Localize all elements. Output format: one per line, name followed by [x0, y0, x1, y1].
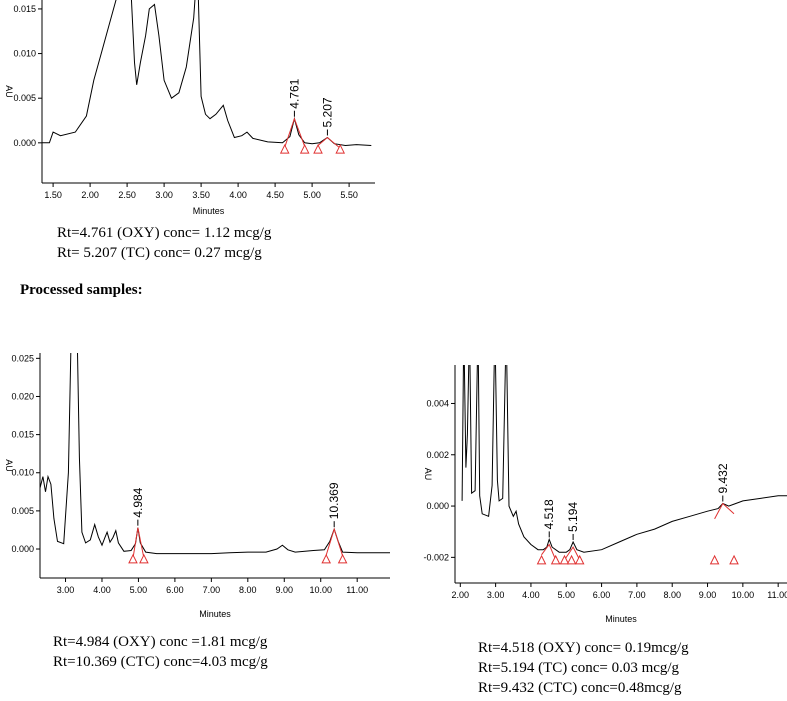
x-tick-label: 3.00 [487, 590, 505, 600]
peak-marker-triangle [709, 554, 720, 565]
x-tick-label: 2.00 [81, 190, 99, 200]
caption-line: Rt=5.194 (TC) conc= 0.03 mcg/g [478, 660, 680, 676]
peak-label: 4.518 [542, 499, 556, 529]
y-tick-label: 0.010 [13, 49, 36, 59]
y-tick-label: 0.020 [11, 391, 34, 401]
x-tick-label: 4.00 [522, 590, 540, 600]
y-tick-label: 0.004 [426, 398, 449, 408]
integration-line [541, 543, 557, 561]
caption-standard: Rt=4.761 (OXY) conc= 1.12 mcg/g Rt= 5.20… [57, 223, 271, 263]
peak-label: 4.984 [131, 487, 145, 517]
y-tick-label: 0.000 [13, 138, 36, 148]
chromatogram-sample-2: -0.002 0.000 0.002 0.004 2.00 3.00 4.00 5.00 6.0… [423, 365, 787, 624]
caption-line: Rt=4.518 (OXY) conc= 0.19mcg/g [478, 640, 689, 656]
y-tick-label: 0.000 [426, 501, 449, 511]
x-tick-label: 5.00 [303, 190, 321, 200]
y-tick-label: 0.005 [11, 506, 34, 516]
peak-marker-triangle [279, 143, 290, 154]
y-axis-title: AU [4, 85, 14, 98]
caption-line: Rt= 5.207 (TC) conc= 0.27 mcg/g [57, 245, 262, 261]
peak-marker-triangle [729, 554, 739, 565]
chromatogram-sample-1: 0.000 0.005 0.010 0.015 0.020 0.025 3.00 4.00 5.… [4, 353, 390, 619]
peak-marker-triangle [139, 553, 149, 564]
integration-line [714, 502, 735, 520]
peak-marker-triangle [566, 554, 577, 565]
x-tick-label: 2.00 [452, 590, 470, 600]
y-tick-label: 0.015 [11, 430, 34, 440]
x-tick-label: 7.00 [203, 585, 221, 595]
peak-marker-triangle [321, 553, 332, 564]
peak-label: 5.194 [566, 502, 580, 532]
caption-line: Rt=9.432 (CTC) conc=0.48mcg/g [478, 680, 682, 696]
integration-line [284, 117, 306, 148]
x-tick-label: 10.00 [309, 585, 332, 595]
peak-label: 5.207 [320, 97, 334, 127]
x-tick-label: 3.00 [57, 585, 75, 595]
peak-marker-triangle [536, 554, 547, 565]
integration-line [132, 527, 145, 559]
chromatogram-trace [461, 365, 787, 553]
y-tick-label: 0.025 [11, 353, 34, 363]
chromatogram-trace [42, 0, 372, 147]
x-axis-title: Minutes [199, 609, 231, 619]
integration-line [564, 546, 581, 561]
peak-label: 4.761 [287, 78, 301, 108]
integration-line [317, 136, 341, 149]
x-tick-label: 4.00 [229, 190, 247, 200]
y-axis-title: AU [4, 459, 14, 472]
x-tick-label: 7.00 [628, 590, 646, 600]
x-tick-label: 10.00 [732, 590, 755, 600]
section-heading: Processed samples: [20, 282, 143, 298]
peak-marker-triangle [574, 554, 585, 565]
x-tick-label: 5.50 [340, 190, 358, 200]
caption-line: Rt=4.984 (OXY) conc =1.81 mcg/g [53, 634, 268, 650]
y-tick-label: -0.002 [423, 552, 449, 562]
y-tick-label: 0.005 [13, 93, 36, 103]
peak-marker-triangle [335, 143, 346, 154]
x-tick-label: 5.00 [130, 585, 148, 595]
caption-line: Rt=4.761 (OXY) conc= 1.12 mcg/g [57, 225, 272, 241]
x-tick-label: 4.50 [266, 190, 284, 200]
x-tick-label: 11.00 [767, 590, 787, 600]
peak-marker-triangle [559, 554, 570, 565]
peak-label: 9.432 [716, 463, 730, 493]
x-tick-label: 3.50 [192, 190, 210, 200]
x-tick-label: 9.00 [276, 585, 294, 595]
peak-label: 10.369 [327, 482, 341, 519]
x-tick-label: 1.50 [44, 190, 62, 200]
x-tick-label: 6.00 [593, 590, 611, 600]
x-tick-label: 4.00 [93, 585, 111, 595]
x-tick-label: 3.00 [155, 190, 173, 200]
y-tick-label: 0.010 [11, 468, 34, 478]
peak-marker-triangle [313, 143, 323, 154]
y-tick-label: 0.002 [426, 450, 449, 460]
chromatogram-standard: 0.000 0.005 0.010 0.015 1.50 2.00 2.50 3.00 3.50… [4, 0, 375, 216]
peak-marker-triangle [299, 143, 310, 154]
x-tick-label: 11.00 [346, 585, 368, 595]
x-tick-label: 5.00 [557, 590, 575, 600]
x-tick-label: 9.00 [699, 590, 717, 600]
caption-sample-2: Rt=4.518 (OXY) conc= 0.19mcg/g Rt=5.194 … [478, 638, 689, 698]
caption-line: Rt=10.369 (CTC) conc=4.03 mcg/g [53, 654, 268, 670]
x-axis-title: Minutes [605, 614, 637, 624]
x-tick-label: 8.00 [663, 590, 681, 600]
y-axis-title: AU [423, 468, 433, 481]
peak-marker-triangle [550, 554, 561, 565]
integration-line [325, 527, 344, 557]
x-tick-label: 6.00 [166, 585, 184, 595]
caption-sample-1: Rt=4.984 (OXY) conc =1.81 mcg/g Rt=10.36… [53, 632, 268, 672]
x-tick-label: 2.50 [118, 190, 136, 200]
y-tick-label: 0.000 [11, 544, 34, 554]
y-tick-label: 0.015 [13, 4, 36, 14]
x-axis-title: Minutes [193, 206, 225, 216]
chromatogram-trace [40, 353, 390, 555]
peak-marker-triangle [128, 553, 138, 564]
peak-marker-triangle [337, 553, 348, 564]
x-tick-label: 8.00 [239, 585, 257, 595]
